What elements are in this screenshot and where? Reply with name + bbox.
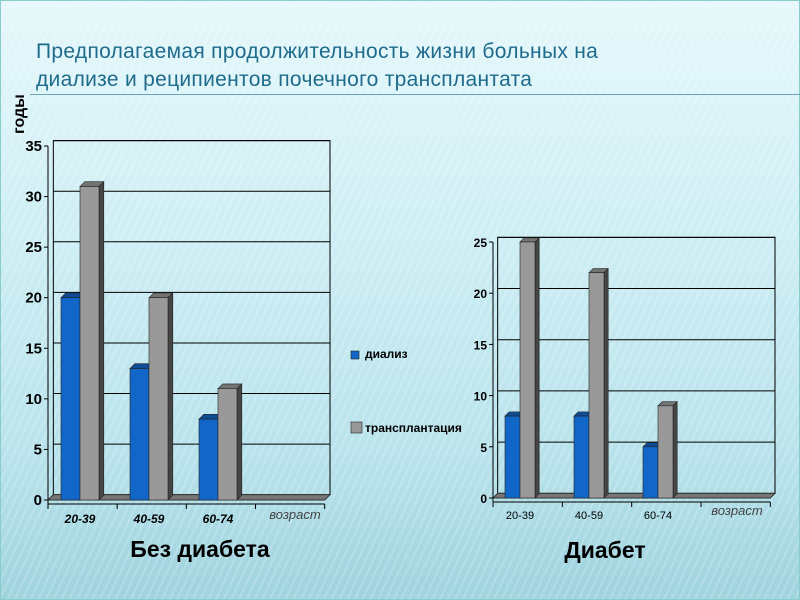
x-axis-title: возраст — [711, 503, 763, 518]
y-axis-title: годы — [11, 94, 28, 134]
bar-side-transplant — [98, 180, 105, 501]
y-tick-label: 15 — [25, 340, 42, 357]
bar-transplant — [79, 186, 100, 501]
bar-transplant — [148, 297, 169, 501]
legend-label: диализ — [365, 347, 408, 361]
x-category-label: 40-59 — [133, 512, 165, 526]
x-category-label: 40-59 — [575, 510, 603, 522]
y-tick-label: 10 — [474, 390, 488, 404]
y-tick-label: 5 — [480, 441, 487, 455]
bar-dialysis — [60, 297, 81, 501]
bar-dialysis — [198, 418, 219, 501]
bar-dialysis — [573, 415, 590, 499]
y-tick-label: 0 — [480, 492, 487, 506]
legend-label: трансплантация — [365, 421, 462, 435]
x-category-label: 60-74 — [644, 510, 672, 522]
plot-floor — [491, 492, 777, 499]
bar-dialysis — [642, 446, 659, 499]
bar-side-transplant — [672, 400, 678, 499]
chart-title: Без диабета — [130, 536, 270, 562]
bar-side-transplant — [534, 237, 540, 499]
slide-title: Предполагаемая продолжительность жизни б… — [36, 38, 598, 94]
y-tick-label: 20 — [474, 287, 488, 301]
x-category-label: 20-39 — [506, 510, 534, 522]
bar-transplant — [588, 272, 605, 499]
bar-dialysis — [129, 368, 150, 501]
y-tick-label: 10 — [25, 391, 42, 408]
bar-side-transplant — [167, 292, 174, 501]
y-tick-label: 5 — [34, 441, 42, 458]
y-tick-label: 30 — [25, 189, 42, 206]
y-tick-label: 35 — [25, 138, 42, 155]
title-line-2: диализе и реципиентов почечного транспла… — [36, 68, 533, 91]
x-category-label: 60-74 — [203, 512, 234, 526]
bar-transplant — [657, 405, 674, 499]
legend-swatch-transplant — [350, 421, 363, 434]
y-tick-label: 0 — [34, 492, 42, 509]
bar-transplant — [217, 388, 238, 501]
y-tick-label: 25 — [474, 236, 488, 250]
bar-side-transplant — [236, 383, 243, 501]
title-divider — [30, 94, 800, 95]
y-tick-label: 20 — [25, 290, 42, 307]
chart-title: Диабет — [564, 537, 645, 563]
bar-dialysis — [504, 415, 521, 499]
title-line-1: Предполагаемая продолжительность жизни б… — [36, 40, 599, 63]
y-tick-label: 25 — [25, 239, 42, 256]
x-axis-title: возраст — [269, 507, 321, 522]
bar-side-transplant — [603, 267, 609, 499]
legend-swatch-dialysis — [350, 350, 360, 360]
x-category-label: 20-39 — [64, 512, 96, 526]
y-tick-label: 15 — [474, 338, 488, 352]
bar-transplant — [519, 241, 536, 499]
